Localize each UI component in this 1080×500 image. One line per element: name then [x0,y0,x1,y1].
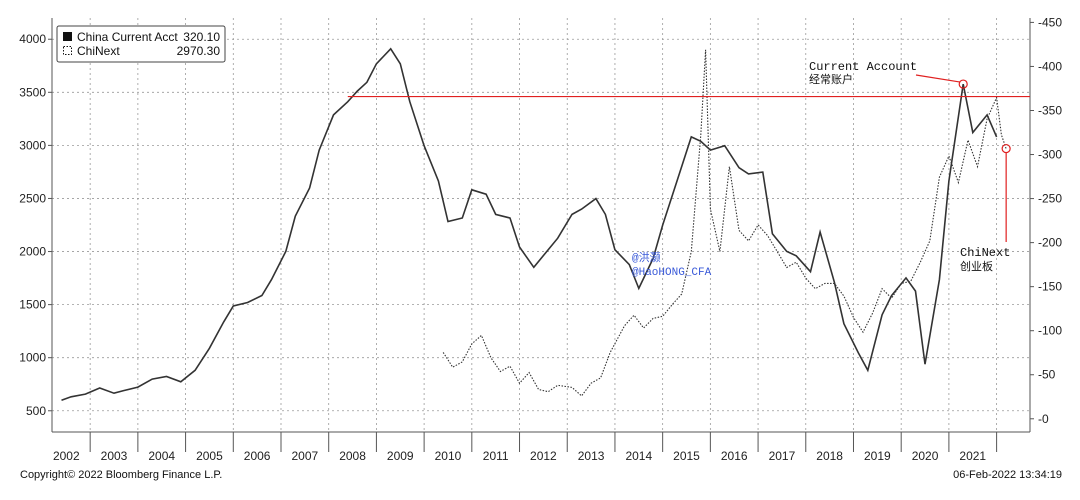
series-current-acct-line [61,47,998,402]
x-tick-label: 2019 [864,449,891,463]
left-tick-label: 2500 [19,191,46,205]
axis-layer: 500 1000 1500 2000 2500 3000 3500 4000 -0 -50 -100… [19,15,1062,463]
x-tick-label: 2004 [148,449,175,463]
x-tick-label: 2006 [244,449,271,463]
x-tick-label: 2020 [912,449,939,463]
watermark-line-1: @洪灏 [632,250,661,265]
x-tick-label: 2015 [673,449,700,463]
x-tick-label: 2005 [196,449,223,463]
right-tick-label: -100 [1038,324,1062,338]
left-tick-label: 2000 [19,245,46,259]
legend-label-current-acct: China Current Acct [77,30,178,44]
chinext-annotation-sublabel: 创业板 [960,259,993,274]
x-tick-label: 2008 [339,449,366,463]
chinext-annotation-label: ChiNext [960,246,1010,260]
legend-box [56,25,226,63]
right-tick-label: -200 [1038,236,1062,250]
watermark-line-2: @HaoHONG_CFA [632,267,712,279]
left-tick-label: 3500 [19,85,46,99]
x-tick-label: 2003 [101,449,128,463]
legend-value-chinext: 2970.30 [177,44,221,58]
x-tick-label: 2012 [530,449,557,463]
x-tick-label: 2011 [483,449,509,463]
x-tick-label: 2014 [625,449,652,463]
right-tick-label: -150 [1038,280,1062,294]
left-tick-label: 500 [26,404,46,418]
current-account-pointer [915,74,961,83]
current-account-marker [958,79,968,89]
left-tick-label: 3000 [19,138,46,152]
legend: China Current Acct 320.10 ChiNext 2970.30 [56,25,226,63]
right-tick-label: -400 [1038,59,1062,73]
legend-swatch-solid [63,32,72,41]
right-tick-label: -300 [1038,148,1062,162]
legend-swatch-dotted [63,46,72,55]
timestamp: 06-Feb-2022 13:34:19 [953,469,1062,481]
right-tick-label: -250 [1038,192,1062,206]
legend-value-current-acct: 320.10 [183,30,220,44]
current-account-label: Current Account [809,60,917,74]
right-tick-label: -50 [1038,368,1056,382]
right-tick-label: -0 [1038,412,1049,426]
copyright: Copyright© 2022 Bloomberg Finance L.P. [20,469,223,481]
left-tick-label: 4000 [19,32,46,46]
x-tick-label: 2007 [291,449,318,463]
series-layer [61,47,1007,402]
left-tick-label: 1000 [19,351,46,365]
x-tick-label: 2021 [959,449,986,463]
chinext-marker [1001,143,1011,154]
x-tick-label: 2013 [578,449,605,463]
left-tick-label: 1500 [19,298,46,312]
x-tick-label: 2017 [769,449,796,463]
x-tick-label: 2009 [387,449,414,463]
legend-label-chinext: ChiNext [77,44,120,58]
current-account-sublabel: 经常账户 [809,72,853,87]
x-tick-label: 2002 [53,449,80,463]
right-tick-label: -350 [1038,103,1062,117]
right-tick-label: -450 [1038,15,1062,29]
x-tick-label: 2018 [816,449,843,463]
x-tick-label: 2016 [721,449,748,463]
x-tick-label: 2010 [435,449,462,463]
grid-layer [52,18,1030,432]
